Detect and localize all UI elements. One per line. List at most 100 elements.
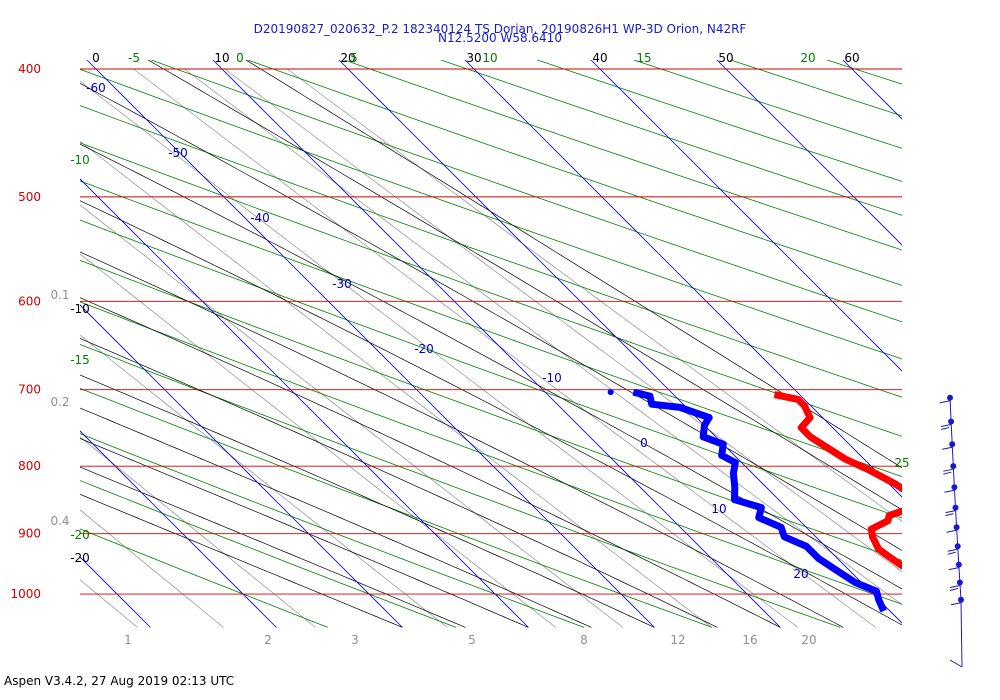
moist-adiabat-line bbox=[80, 338, 718, 628]
wind-barb-flag bbox=[949, 659, 963, 668]
mixing-ratio-label: 0.2 bbox=[50, 395, 69, 409]
dry-adiabat-line bbox=[439, 60, 902, 216]
moist-adiabat-line bbox=[80, 407, 592, 628]
isotherm-line bbox=[86, 60, 655, 628]
mixing-ratio-label: 16 bbox=[742, 633, 757, 647]
isotherm-line bbox=[590, 60, 902, 372]
wind-barb-flag bbox=[949, 587, 959, 591]
temperature-profile bbox=[773, 391, 902, 570]
isotherm-label: -60 bbox=[86, 81, 106, 95]
dry-adiabat-label: 0 bbox=[236, 51, 244, 65]
isotherm-line bbox=[80, 178, 529, 628]
dry-adiabat-label: -15 bbox=[70, 353, 90, 367]
temperature-label: 30 bbox=[466, 51, 481, 65]
wind-barb-flag bbox=[950, 602, 962, 606]
dry-adiabat-line bbox=[80, 105, 902, 398]
isotherm-line bbox=[842, 60, 902, 120]
dry-adiabat-line bbox=[80, 433, 585, 628]
dry-adiabat-line bbox=[246, 60, 902, 286]
mixing-ratio-line bbox=[184, 68, 902, 606]
wind-barb-flag bbox=[948, 567, 959, 571]
wind-barb-flag bbox=[939, 400, 951, 404]
mixing-ratio-line bbox=[133, 68, 876, 628]
isotherm-line bbox=[80, 304, 403, 628]
isotherm-line bbox=[716, 60, 902, 246]
moist-adiabat-line bbox=[80, 297, 781, 628]
wind-barb-flag bbox=[943, 468, 954, 472]
pressure-label: 1000 bbox=[10, 587, 41, 601]
wind-barb-flag bbox=[949, 584, 960, 588]
dry-adiabat-line bbox=[80, 180, 902, 478]
wind-barb-flag bbox=[941, 424, 952, 427]
dry-adiabat-line bbox=[80, 528, 329, 628]
isotherm-label: 20 bbox=[793, 567, 808, 581]
mixing-ratio-label: 0.4 bbox=[50, 514, 69, 528]
dry-adiabat-label: 25 bbox=[894, 456, 909, 470]
dry-adiabat-line bbox=[80, 68, 902, 360]
mixing-ratio-line bbox=[286, 68, 902, 522]
wind-barb-dot bbox=[949, 441, 956, 448]
dry-adiabat-line bbox=[80, 388, 713, 628]
isotherm-label: 0 bbox=[640, 436, 648, 450]
mixing-ratio-line bbox=[80, 140, 713, 628]
temperature-label: -10 bbox=[70, 302, 90, 316]
mixing-ratio-label: 2 bbox=[264, 633, 272, 647]
dewpoint-profile bbox=[632, 388, 887, 613]
dry-adiabat-line bbox=[825, 60, 902, 85]
dry-adiabat-line bbox=[150, 60, 902, 323]
wind-barb-dot bbox=[958, 596, 964, 603]
mixing-ratio-line bbox=[80, 509, 224, 628]
wind-barb-dot bbox=[947, 394, 953, 401]
moist-adiabat-line bbox=[80, 374, 655, 628]
mixing-ratio-line bbox=[80, 334, 448, 628]
mixing-ratio-line bbox=[224, 68, 902, 573]
dry-adiabat-label: -5 bbox=[128, 51, 140, 65]
dry-adiabat-label: 15 bbox=[636, 51, 651, 65]
mixing-ratio-label: 20 bbox=[801, 633, 816, 647]
dry-adiabat-line bbox=[80, 301, 902, 605]
dry-adiabat-line bbox=[80, 219, 902, 519]
temperature-label: -20 bbox=[70, 551, 90, 565]
chart-title: D20190827_020632_P.2 182340124 TS Dorian… bbox=[253, 22, 747, 36]
moist-adiabat-line bbox=[80, 493, 403, 628]
mixing-ratio-label: 5 bbox=[468, 633, 476, 647]
temperature-label: 50 bbox=[718, 51, 733, 65]
dry-adiabat-label: 10 bbox=[482, 51, 497, 65]
pressure-label: 600 bbox=[18, 294, 41, 308]
dewpoint-start-dot bbox=[607, 389, 614, 396]
temperature-label: 20 bbox=[340, 51, 355, 65]
dry-adiabat-label: -10 bbox=[70, 153, 90, 167]
chart-subtitle: N12.5200 W58.6410 bbox=[438, 31, 562, 45]
wind-barbs bbox=[939, 394, 964, 668]
temperature-label: 60 bbox=[844, 51, 859, 65]
moist-adiabat-line bbox=[80, 200, 902, 626]
temperature-label: 0 bbox=[92, 51, 100, 65]
isobar-lines bbox=[80, 68, 902, 595]
wind-barb-dot bbox=[956, 579, 963, 586]
isotherm-label: -40 bbox=[250, 211, 270, 225]
mixing-ratio-label: 8 bbox=[580, 633, 588, 647]
wind-barb-flag bbox=[943, 471, 952, 475]
moist-adiabat-line bbox=[80, 438, 529, 628]
footer-version: Aspen V3.4.2, 27 Aug 2019 02:13 UTC bbox=[4, 674, 235, 688]
wind-barb-dot bbox=[955, 561, 962, 568]
mixing-ratio-line bbox=[80, 436, 316, 628]
wind-barb-dot bbox=[951, 484, 958, 491]
moist-adiabat-line bbox=[80, 251, 844, 628]
dry-adiabat-label: -20 bbox=[70, 528, 90, 542]
dry-adiabat-label: 20 bbox=[800, 51, 815, 65]
dry-adiabat-line bbox=[80, 344, 841, 628]
sounding-profiles bbox=[607, 388, 902, 613]
mixing-ratio-line bbox=[80, 80, 799, 628]
wind-barb-flag bbox=[942, 446, 953, 450]
dry-adiabat-line bbox=[80, 142, 902, 437]
isotherm-line bbox=[80, 430, 277, 628]
mixing-ratio-line bbox=[80, 253, 556, 628]
wind-barb-flag bbox=[947, 551, 956, 555]
wind-barb-flag bbox=[946, 529, 957, 533]
wind-barb-flag bbox=[940, 427, 950, 430]
dry-adiabat-line bbox=[80, 259, 902, 561]
mixing-ratio-label: 12 bbox=[670, 633, 685, 647]
pressure-label: 400 bbox=[18, 62, 41, 76]
wind-barb-dot bbox=[950, 463, 957, 470]
